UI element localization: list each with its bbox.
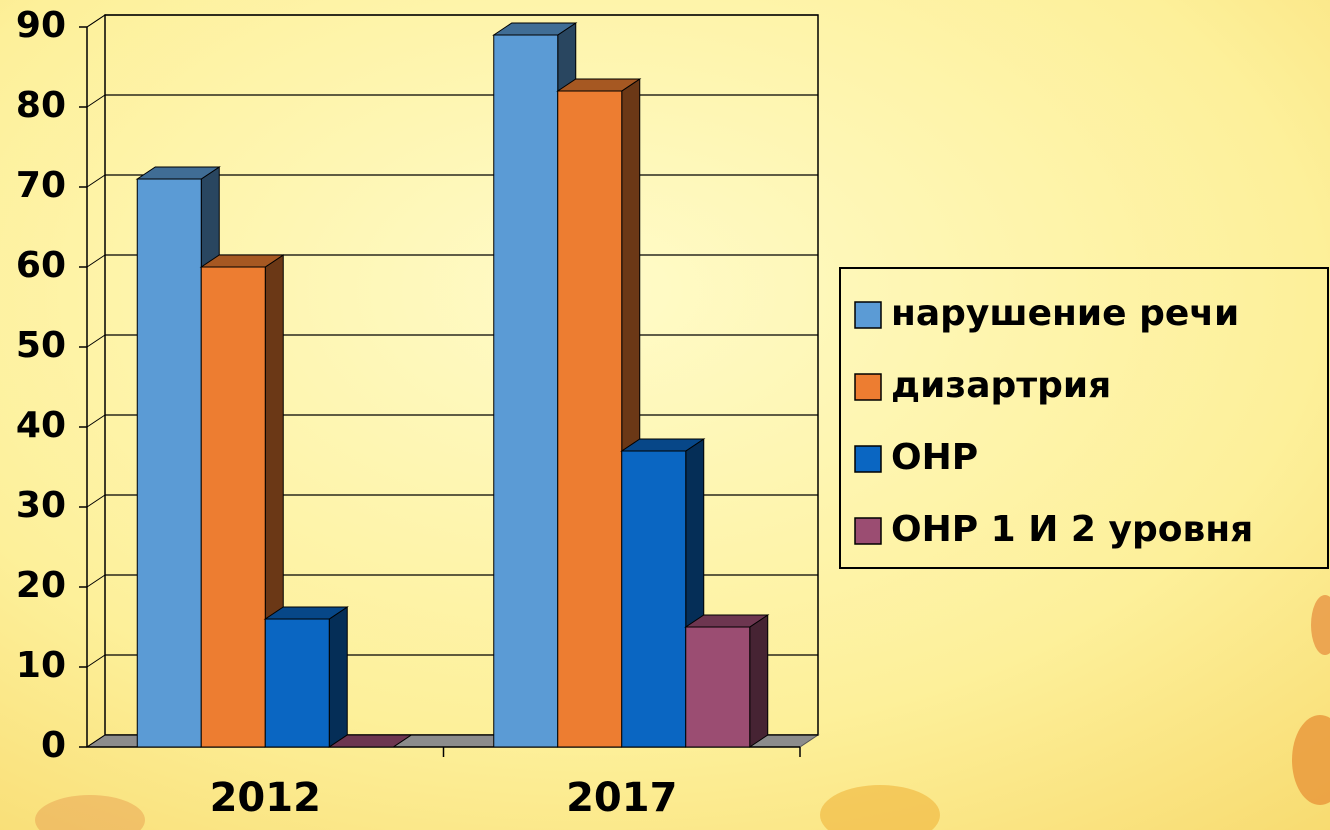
legend-label: нарушение речи <box>891 293 1239 334</box>
x-tick-label: 2017 <box>566 775 677 821</box>
y-tick-label: 90 <box>16 5 66 46</box>
bar-front <box>558 91 622 747</box>
y-tick-label: 10 <box>16 645 66 686</box>
bar-side <box>750 615 768 747</box>
y-tick-label: 60 <box>16 245 66 286</box>
y-tick-label: 50 <box>16 325 66 366</box>
legend-swatch <box>855 518 881 544</box>
x-tick-label: 2012 <box>210 775 321 821</box>
bar-front <box>265 619 329 747</box>
bar-side <box>329 607 347 747</box>
legend-swatch <box>855 374 881 400</box>
legend-label: ОНР <box>891 437 978 478</box>
bar-front <box>201 267 265 747</box>
legend-swatch <box>855 446 881 472</box>
y-tick-label: 70 <box>16 165 66 206</box>
bar <box>265 607 347 747</box>
y-tick-label: 0 <box>41 725 66 766</box>
legend-swatch <box>855 302 881 328</box>
bar-front <box>137 179 201 747</box>
legend-label: дизартрия <box>891 365 1111 406</box>
bar-front <box>494 35 558 747</box>
chart: 0 10 20 30 40 50 60 70 80 90 2012 2017 нарушение реч… <box>0 0 1330 830</box>
y-tick-label: 40 <box>16 405 66 446</box>
bar-front <box>686 627 750 747</box>
bar-front <box>622 451 686 747</box>
bar <box>686 615 768 747</box>
y-tick-label: 30 <box>16 485 66 526</box>
y-tick-label: 80 <box>16 85 66 126</box>
y-tick-label: 20 <box>16 565 66 606</box>
legend-label: ОНР 1 И 2 уровня <box>891 509 1253 550</box>
